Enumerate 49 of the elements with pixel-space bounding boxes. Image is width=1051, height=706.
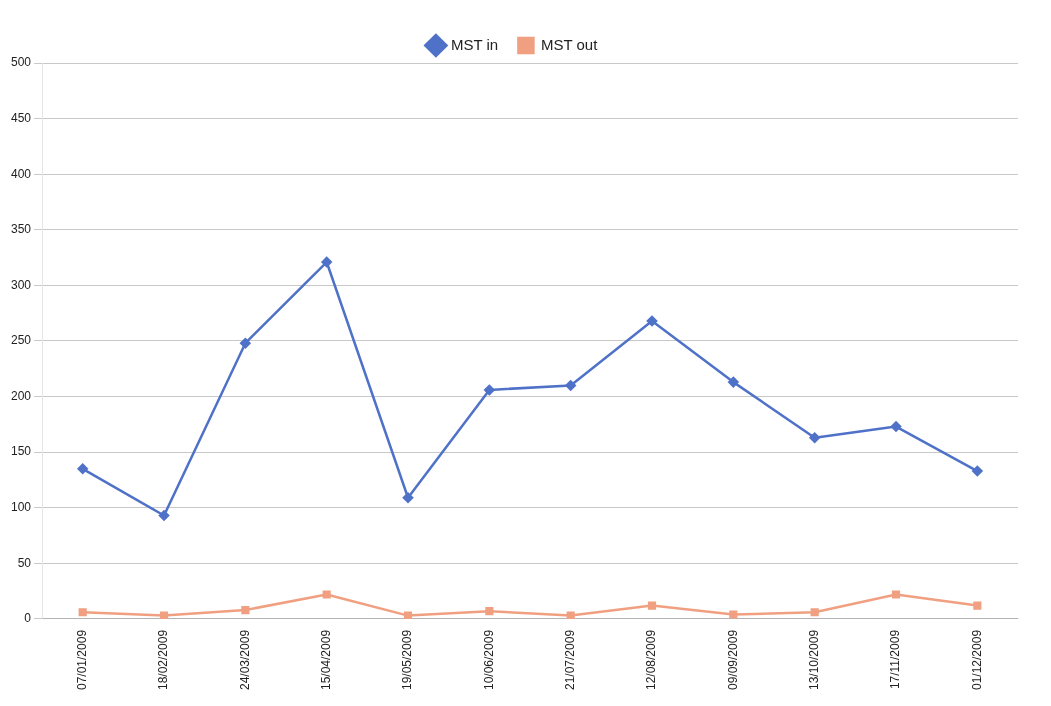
legend-label: MST out [540, 35, 599, 53]
y-tick-label: 0 [24, 611, 32, 626]
x-tick-label: 10/06/2009 [481, 629, 496, 690]
point [729, 610, 738, 619]
y-tick-label: 200 [10, 388, 32, 403]
x-tick-label: 01/12/2009 [969, 629, 984, 690]
x-tick-label: 13/10/2009 [806, 629, 821, 690]
point [891, 590, 901, 599]
y-tick-label: 300 [10, 277, 32, 292]
point [158, 510, 170, 521]
point [403, 611, 413, 619]
y-tick-label: 350 [10, 222, 32, 237]
point [321, 256, 332, 268]
point [78, 608, 87, 617]
legend-label: MST in [450, 35, 499, 53]
point [810, 608, 819, 617]
point [809, 432, 820, 443]
point [240, 337, 251, 349]
x-tick-label: 17/11/2009 [888, 629, 903, 690]
y-tick-label: 100 [10, 500, 32, 515]
point [485, 607, 494, 616]
point [484, 384, 495, 396]
y-tick-label: 250 [10, 333, 32, 348]
x-tick-label: 09/09/2009 [725, 629, 740, 690]
point [890, 421, 902, 432]
y-tick-label: 500 [10, 55, 32, 70]
point [77, 463, 88, 475]
y-tick-label: 450 [10, 110, 32, 125]
x-tick-label: 24/03/2009 [237, 629, 252, 690]
point [972, 465, 983, 477]
point [647, 601, 657, 610]
x-tick-label: 15/04/2009 [318, 629, 333, 690]
y-tick-label: 400 [10, 166, 32, 181]
y-tick-label: 50 [17, 555, 32, 570]
point [728, 376, 739, 388]
point [402, 492, 414, 503]
point [973, 601, 982, 610]
x-tick-label: 18/02/2009 [156, 629, 171, 690]
point [646, 315, 658, 327]
point [241, 605, 250, 615]
x-tick-label: 19/05/2009 [400, 629, 415, 690]
x-tick-label: 12/08/2009 [644, 629, 659, 690]
point [322, 590, 331, 599]
y-tick-label: 150 [10, 444, 32, 459]
x-tick-label: 07/01/2009 [75, 629, 89, 690]
point [159, 611, 169, 619]
x-tick-label: 21/07/2009 [562, 629, 577, 690]
point [566, 611, 575, 619]
point [565, 380, 576, 391]
